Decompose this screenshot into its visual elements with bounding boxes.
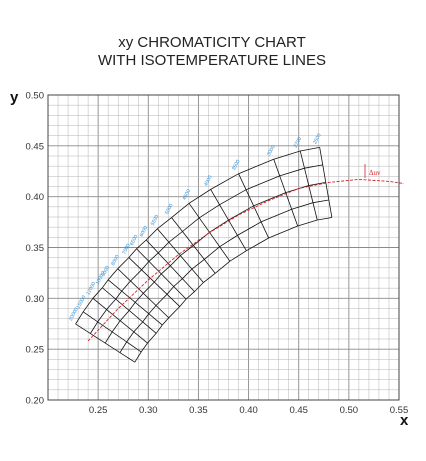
x-tick-label: 0.30 xyxy=(139,405,158,416)
chart-title-line-1: xy CHROMATICITY CHART xyxy=(118,34,306,51)
x-axis-label: x xyxy=(400,412,409,429)
cct-label: 4000 xyxy=(203,175,214,188)
duv-annotation: Δuv xyxy=(364,164,381,178)
cct-label: 4500 xyxy=(182,188,193,201)
cct-label: 12000 xyxy=(85,281,97,296)
y-tick-label: 0.20 xyxy=(26,396,45,407)
x-tick-label: 0.50 xyxy=(340,405,359,416)
cct-label: 5000 xyxy=(164,203,175,216)
duv-label: Δuv xyxy=(369,169,381,177)
x-tick-label: 0.55 xyxy=(390,405,409,416)
cct-label: 20000 xyxy=(68,307,80,322)
cct-label: 2500 xyxy=(312,132,323,145)
cct-label: 5500 xyxy=(150,214,161,227)
cct-label: 15000 xyxy=(76,294,88,309)
cct-label: 9000 xyxy=(101,265,112,278)
x-tick-label: 0.45 xyxy=(289,405,308,416)
x-tick-label: 0.25 xyxy=(89,405,108,416)
duv-curve xyxy=(134,217,332,363)
cct-label: 3000 xyxy=(266,144,277,157)
cct-label: 6000 xyxy=(139,225,150,238)
x-tick-label: 0.40 xyxy=(239,405,258,416)
y-tick-label: 0.30 xyxy=(26,294,45,305)
cct-label: 10000 xyxy=(95,270,107,285)
y-axis-label: y xyxy=(10,89,19,106)
duv-curve xyxy=(75,147,320,325)
y-tick-label: 0.35 xyxy=(26,243,45,254)
cct-label: 3500 xyxy=(231,159,242,172)
cct-label: 6500 xyxy=(129,234,140,247)
planckian-locus xyxy=(87,178,405,342)
y-tick-label: 0.45 xyxy=(26,141,45,152)
y-tick-label: 0.50 xyxy=(26,91,45,102)
duv-curve xyxy=(90,164,323,334)
duv-curve xyxy=(119,199,329,353)
y-tick-label: 0.40 xyxy=(26,192,45,203)
chart-title-line-2: WITH ISOTEMPERATURE LINES xyxy=(98,52,326,69)
grid-lines xyxy=(47,94,400,401)
y-tick-label: 0.25 xyxy=(26,345,45,356)
plot-frame xyxy=(47,94,400,401)
axis-ticks: 0.25 0.30 0.35 0.40 0.45 0.50 0.55 0.20 0.25 0.30… xyxy=(26,91,409,417)
cct-labels: 2500 2700 3000 3500 4000 4500 5000550060006500… xyxy=(68,132,323,321)
cct-label: 8000 xyxy=(110,254,121,267)
planckian-locus-line xyxy=(87,178,405,342)
duv-curve xyxy=(104,182,326,344)
x-tick-label: 0.35 xyxy=(189,405,208,416)
cct-label: 2700 xyxy=(293,136,304,149)
cct-label: 7000 xyxy=(121,243,132,256)
isotemperature-mesh xyxy=(75,147,333,363)
